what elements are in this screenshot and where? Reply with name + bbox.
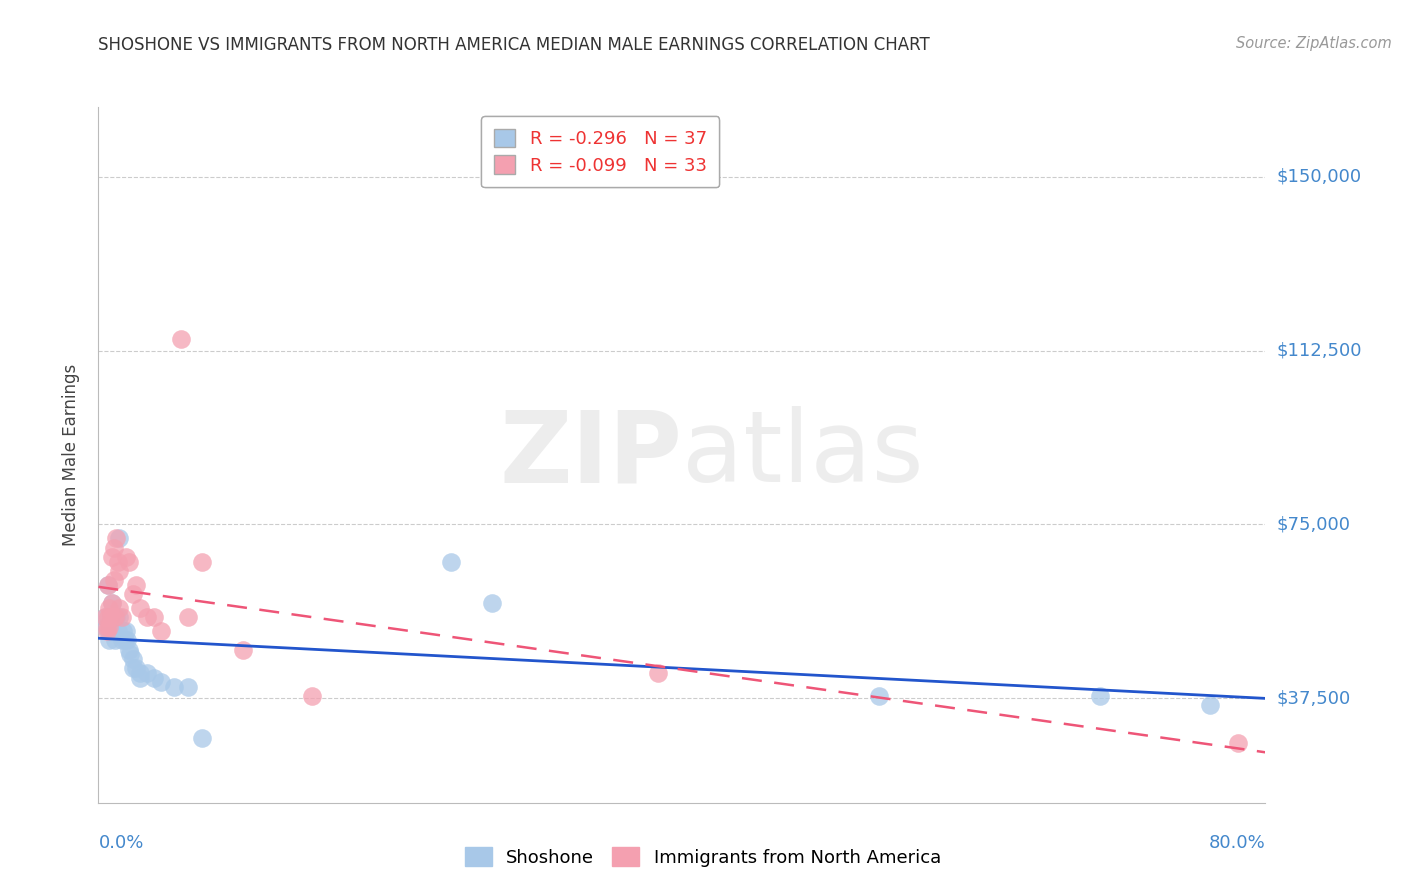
Point — [125, 661, 148, 675]
Point — [177, 610, 200, 624]
Point — [114, 633, 136, 648]
Point — [100, 610, 122, 624]
Point — [108, 610, 131, 624]
Point — [122, 587, 145, 601]
Point — [96, 624, 118, 639]
Point — [108, 564, 131, 578]
Text: $112,500: $112,500 — [1277, 342, 1362, 359]
Legend: R = -0.296   N = 37, R = -0.099   N = 33: R = -0.296 N = 37, R = -0.099 N = 33 — [481, 116, 720, 187]
Point — [103, 610, 125, 624]
Point — [105, 610, 128, 624]
Point — [118, 555, 141, 569]
Point — [115, 624, 138, 639]
Point — [439, 555, 461, 569]
Point — [107, 555, 129, 569]
Point — [98, 633, 121, 648]
Point — [135, 610, 157, 624]
Point — [111, 633, 134, 648]
Point — [142, 671, 165, 685]
Point — [98, 601, 121, 615]
Point — [105, 532, 128, 546]
Point — [142, 610, 165, 624]
Point — [125, 578, 148, 592]
Point — [191, 555, 214, 569]
Point — [149, 624, 172, 639]
Point — [96, 619, 118, 633]
Point — [103, 573, 125, 587]
Point — [94, 619, 117, 633]
Point — [170, 332, 193, 346]
Text: SHOSHONE VS IMMIGRANTS FROM NORTH AMERICA MEDIAN MALE EARNINGS CORRELATION CHART: SHOSHONE VS IMMIGRANTS FROM NORTH AMERIC… — [98, 36, 931, 54]
Point — [232, 642, 254, 657]
Point — [100, 610, 122, 624]
Text: atlas: atlas — [682, 407, 924, 503]
Text: 80.0%: 80.0% — [1209, 834, 1265, 852]
Text: Source: ZipAtlas.com: Source: ZipAtlas.com — [1236, 36, 1392, 51]
Point — [101, 549, 124, 564]
Point — [101, 596, 124, 610]
Point — [103, 541, 125, 555]
Point — [128, 601, 150, 615]
Text: $150,000: $150,000 — [1277, 168, 1361, 186]
Point — [120, 648, 142, 662]
Text: 0.0%: 0.0% — [98, 834, 143, 852]
Point — [1226, 735, 1249, 749]
Point — [1088, 689, 1111, 703]
Point — [135, 665, 157, 680]
Point — [122, 661, 145, 675]
Point — [104, 633, 127, 648]
Point — [301, 689, 323, 703]
Y-axis label: Median Male Earnings: Median Male Earnings — [62, 364, 80, 546]
Point — [94, 610, 117, 624]
Point — [97, 578, 120, 592]
Point — [1199, 698, 1222, 713]
Point — [98, 619, 121, 633]
Point — [117, 633, 139, 648]
Point — [868, 689, 890, 703]
Point — [647, 665, 669, 680]
Point — [108, 601, 131, 615]
Point — [112, 624, 135, 639]
Point — [98, 624, 121, 639]
Point — [118, 642, 141, 657]
Point — [104, 610, 127, 624]
Point — [101, 596, 124, 610]
Legend: Shoshone, Immigrants from North America: Shoshone, Immigrants from North America — [457, 840, 949, 874]
Text: ZIP: ZIP — [499, 407, 682, 503]
Point — [191, 731, 214, 745]
Point — [128, 671, 150, 685]
Point — [97, 578, 120, 592]
Text: $37,500: $37,500 — [1277, 690, 1351, 707]
Point — [128, 665, 150, 680]
Point — [101, 624, 124, 639]
Point — [481, 596, 503, 610]
Point — [115, 549, 138, 564]
Point — [107, 624, 129, 639]
Point — [108, 532, 131, 546]
Point — [149, 675, 172, 690]
Point — [97, 610, 120, 624]
Point — [111, 610, 134, 624]
Point — [94, 610, 117, 624]
Text: $75,000: $75,000 — [1277, 516, 1351, 533]
Point — [177, 680, 200, 694]
Point — [163, 680, 186, 694]
Point — [122, 652, 145, 666]
